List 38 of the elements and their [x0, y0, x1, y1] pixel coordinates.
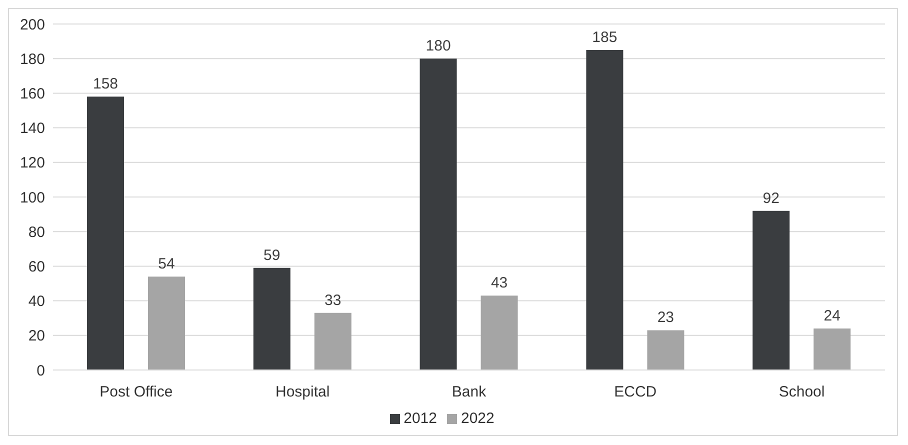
y-tick-label: 100 — [20, 189, 45, 206]
bar — [148, 276, 185, 370]
data-label: 92 — [762, 190, 780, 207]
bar — [814, 328, 851, 370]
x-tick-label: ECCD — [614, 384, 657, 401]
bar — [87, 96, 124, 370]
y-tick-label: 0 — [36, 362, 45, 380]
y-tick-label: 200 — [20, 16, 45, 34]
data-label: 23 — [657, 309, 674, 326]
bar — [480, 296, 518, 370]
x-tick-label: Bank — [452, 384, 487, 401]
data-label: 180 — [426, 38, 451, 55]
y-tick-label: 40 — [28, 293, 45, 310]
x-tick-label: Hospital — [276, 384, 330, 401]
bar — [420, 58, 457, 370]
y-tick-label: 80 — [28, 224, 45, 241]
bar — [253, 268, 290, 370]
y-tick-label: 120 — [20, 154, 45, 172]
data-label: 158 — [92, 76, 118, 93]
y-tick-label: 160 — [20, 86, 45, 103]
data-label: 54 — [158, 256, 175, 273]
bar — [647, 330, 684, 370]
bar — [752, 210, 790, 370]
y-tick-label: 180 — [20, 50, 45, 68]
x-tick-label: Post Office — [100, 384, 173, 401]
legend-label: 2022 — [461, 410, 494, 427]
data-label: 33 — [324, 292, 342, 309]
data-label: 185 — [592, 28, 618, 46]
y-tick-label: 20 — [28, 328, 45, 345]
data-label: 24 — [824, 307, 840, 324]
x-tick-label: School — [778, 384, 825, 401]
y-tick-label: 60 — [28, 258, 45, 276]
data-label: 59 — [264, 246, 280, 264]
bar — [314, 312, 352, 370]
bar — [586, 50, 624, 370]
y-tick-label: 140 — [20, 120, 45, 138]
data-label: 43 — [490, 274, 508, 292]
legend-label: 2012 — [404, 410, 437, 427]
